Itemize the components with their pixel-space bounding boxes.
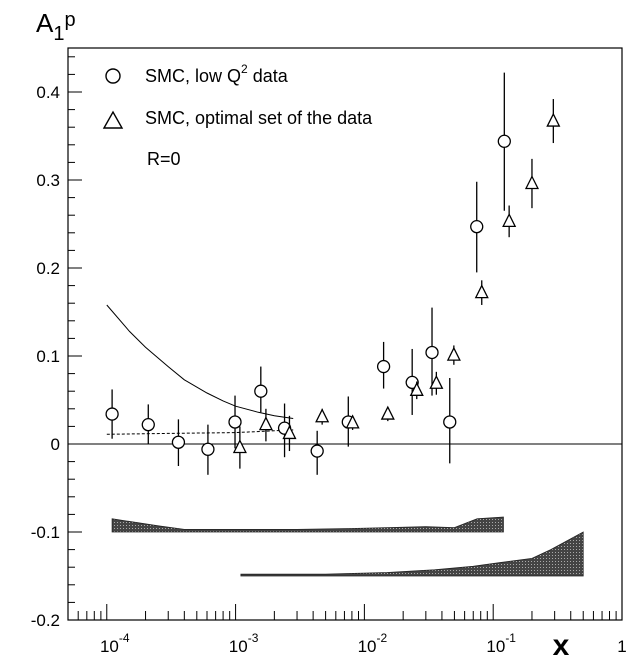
legend-triangle-marker: [102, 110, 124, 129]
triangle-data-point: [232, 439, 247, 454]
circle-data-point: [201, 442, 215, 456]
error-bands: [111, 516, 584, 577]
circle-data-point: [497, 134, 511, 148]
circle-data-point: [443, 415, 457, 429]
plot-border: [67, 47, 623, 621]
circle-data-point: [171, 435, 186, 449]
x-tick-label: 10-4: [100, 631, 130, 656]
legend-circle-marker: [105, 68, 121, 84]
x-axis-label: x: [553, 629, 570, 662]
x-tick-label: 1: [617, 637, 626, 656]
triangle-data-point: [409, 381, 424, 396]
triangle-data-point: [429, 374, 444, 389]
y-tick-label: 0.3: [36, 171, 60, 190]
model-curves: [106, 304, 294, 435]
circle-data-point: [254, 384, 268, 398]
circle-data-point: [376, 359, 391, 374]
x-tick-label: 10-3: [229, 631, 259, 656]
circle-data-point: [310, 444, 324, 458]
triangle-data-point: [474, 284, 489, 299]
triangle-data-point: [258, 416, 273, 431]
circle-data-point: [141, 417, 155, 432]
triangle-data-point: [380, 405, 395, 420]
triangle-data-point: [524, 175, 540, 190]
circle-data-point: [228, 415, 242, 429]
data-points: [105, 72, 561, 475]
solid-curve: [106, 304, 294, 419]
axes: 0.4 0.3 0.2 0.1 0 -0.1 -0.2 10-4 10-3 10-2 10-1 1: [31, 56, 626, 656]
triangle-data-point: [315, 408, 330, 423]
x-tick-label: 10-1: [486, 631, 516, 656]
y-tick-label: -0.1: [31, 523, 60, 542]
triangle-data-point: [502, 212, 517, 228]
legend-note: R=0: [147, 149, 181, 169]
y-tick-label: -0.2: [31, 611, 60, 630]
legend: SMC, low Q2 data SMC, optimal set of the…: [102, 62, 373, 169]
plot-frame: [67, 47, 623, 621]
systematic-error-band: [111, 516, 504, 533]
triangle-data-point: [446, 346, 461, 361]
y-tick-label: 0: [51, 435, 60, 454]
x-tick-label: 10-2: [358, 631, 388, 656]
triangle-data-point: [345, 414, 360, 429]
y-tick-label: 0.2: [36, 259, 60, 278]
circle-data-point: [470, 219, 484, 234]
circle-data-point: [105, 407, 119, 421]
y-tick-label: 0.1: [36, 347, 60, 366]
chart-title: A1p: [36, 8, 76, 45]
systematic-error-band: [240, 531, 584, 577]
legend-entry-triangle: SMC, optimal set of the data: [145, 108, 373, 128]
y-tick-label: 0.4: [36, 83, 60, 102]
dashed-curve: [106, 429, 294, 435]
legend-entry-circle: SMC, low Q2 data: [145, 62, 289, 86]
triangle-data-point: [282, 424, 297, 440]
triangle-data-point: [546, 112, 561, 127]
circle-data-point: [425, 345, 439, 360]
